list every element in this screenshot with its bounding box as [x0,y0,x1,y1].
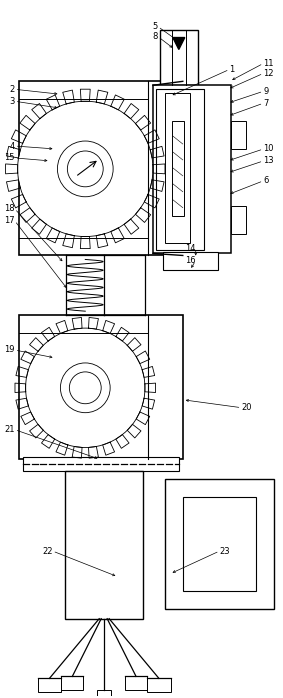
Circle shape [67,151,103,187]
Polygon shape [173,38,185,50]
Text: 9: 9 [263,87,269,96]
Text: 18: 18 [4,205,15,213]
Text: 21: 21 [4,425,15,434]
Bar [156,89,204,251]
Bar [19,82,183,255]
Bar [147,678,171,692]
Bar [172,121,184,216]
Text: 22: 22 [42,547,52,556]
Text: 20: 20 [241,403,252,413]
Bar [23,457,179,471]
Text: 5: 5 [153,22,158,31]
Text: 4: 4 [9,142,15,151]
Text: 17: 17 [4,216,15,225]
Text: 6: 6 [263,177,269,186]
Text: 19: 19 [4,346,15,355]
Text: 12: 12 [263,69,274,78]
Bar [125,676,147,690]
Text: 8: 8 [153,32,158,41]
Text: 13: 13 [263,156,274,165]
Text: 7: 7 [263,98,269,107]
Bar [160,29,198,85]
Text: 1: 1 [230,65,235,74]
Text: 23: 23 [220,547,230,556]
Text: 14: 14 [185,244,196,253]
Circle shape [18,101,153,237]
Bar [19,315,183,459]
Text: 3: 3 [9,97,15,105]
Bar [163,253,218,270]
Text: 15: 15 [4,154,15,163]
Circle shape [69,372,101,403]
Text: 11: 11 [263,59,274,68]
Circle shape [25,328,145,447]
Text: 10: 10 [263,144,274,154]
Text: 2: 2 [9,84,15,94]
Circle shape [57,141,113,197]
Bar [165,480,274,609]
Bar [38,678,61,692]
Bar [61,676,83,690]
Bar [153,85,231,253]
Bar [231,121,246,149]
Bar [183,497,256,591]
Bar [97,690,111,698]
Bar [65,471,143,618]
Bar [165,94,190,242]
Bar [231,206,246,234]
Circle shape [60,363,110,413]
Text: 16: 16 [185,256,196,265]
